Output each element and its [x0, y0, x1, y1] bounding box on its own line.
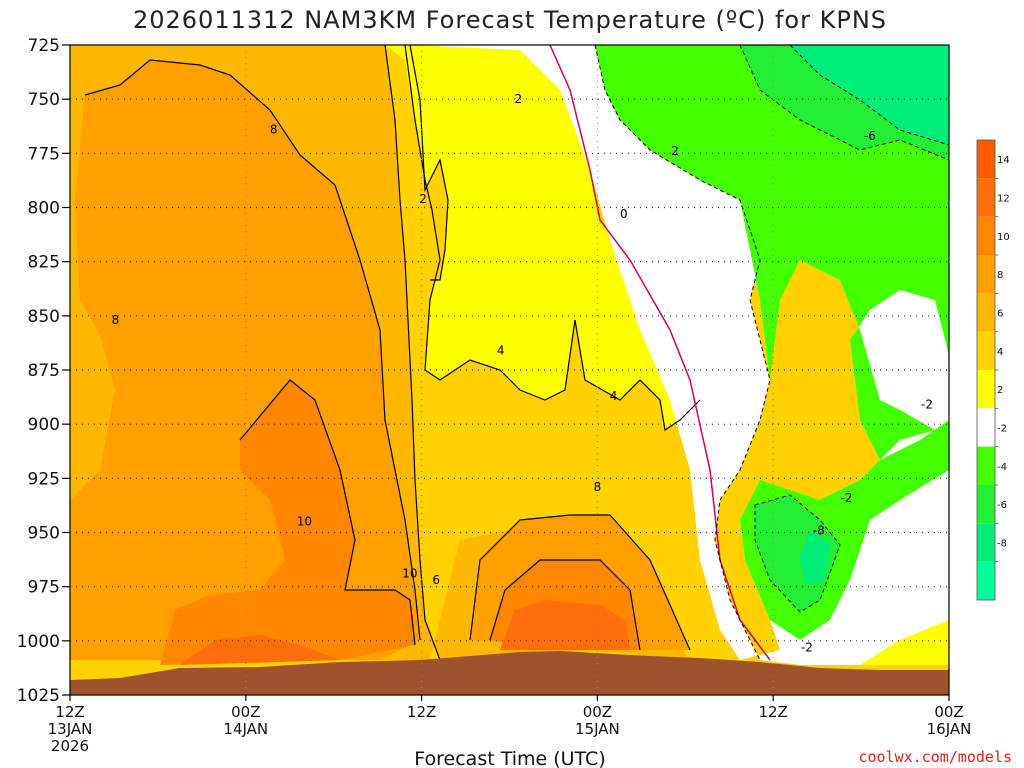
contour-label: 2 [514, 92, 522, 106]
y-tick-label: 775 [28, 144, 60, 164]
y-tick-label: 725 [28, 36, 60, 56]
contour-label: -8 [813, 523, 825, 537]
colorbar-swatch [977, 446, 995, 485]
contour-label: -2 [921, 398, 933, 412]
y-tick-label: 875 [28, 361, 60, 381]
contour-label: 10 [297, 515, 312, 529]
y-tick-label: 950 [28, 524, 60, 544]
colorbar-swatch [977, 561, 995, 600]
x-tick-label: 2026 [51, 737, 89, 755]
temp-band-4-6-b [425, 160, 448, 280]
contour-2 [409, 45, 449, 281]
colorbar-swatch [977, 485, 995, 524]
colorbar-label: -4 [997, 462, 1007, 473]
temp-band-2-4 [385, 45, 700, 430]
y-tick-label: 925 [28, 469, 60, 489]
x-tick-label: 16JAN [927, 720, 972, 738]
y-tick-label: 850 [28, 307, 60, 327]
contour-neg2-island [754, 494, 841, 613]
contour-label: 8 [594, 480, 602, 494]
colorbar-label: 14 [997, 155, 1010, 166]
contour-8 [84, 59, 421, 641]
colorbar-label: 6 [997, 309, 1003, 320]
x-tick-label: 12Z [55, 703, 84, 721]
contour-label: 6 [432, 573, 440, 587]
colorbar-label: -8 [997, 539, 1007, 550]
gridlines [70, 45, 949, 695]
negative-contours [594, 45, 949, 661]
contour-label: 10 [402, 567, 417, 581]
colorbar-swatch [977, 216, 995, 255]
y-tick-label: 1000 [17, 632, 60, 652]
contour-label: -2 [801, 640, 813, 654]
temp-band-12-14 [180, 635, 340, 665]
y-axis: 725 750 775 800 825 850 875 900 925 950 975 1000 102… [17, 36, 70, 706]
x-tick-label: 12Z [407, 703, 436, 721]
chart-title: 2026011312 NAM3KM Forecast Temperature (… [133, 6, 887, 34]
x-tick-label: 12Z [759, 703, 788, 721]
colorbar-label: 8 [997, 270, 1003, 281]
colorbar-label: -2 [997, 424, 1007, 435]
contour-10-b [489, 559, 641, 651]
contour-neg6 [789, 45, 949, 146]
colorbar: 14 12 10 8 6 4 2 -2 -4 -6 -8 [976, 139, 1010, 601]
temp-band-10-12 [160, 380, 415, 665]
colorbar-label: 10 [997, 232, 1010, 243]
colorbar-swatch [977, 140, 995, 179]
y-tick-label: 750 [28, 90, 60, 110]
temp-band-12-14-b [500, 600, 630, 650]
contour-label: 4 [610, 389, 618, 403]
contour-labels: 8 8 2 2 2 0 -6 4 4 -2 10 8 10 6 -2 -8 -2 [112, 92, 933, 654]
x-tick-label: 15JAN [575, 720, 620, 738]
ground-terrain [70, 651, 949, 695]
temp-band-neg4-neg2 [595, 45, 949, 640]
y-tick-label: 975 [28, 578, 60, 598]
temp-band-neg8-neg6-b [800, 530, 830, 585]
contour-8-b [469, 514, 691, 651]
colorbar-swatch [977, 293, 995, 332]
y-tick-label: 900 [28, 415, 60, 435]
credit-text: coolwx.com/models [858, 748, 1012, 766]
x-tick-label: 14JAN [223, 720, 268, 738]
x-tick-label: 00Z [231, 703, 260, 721]
contour-10 [239, 379, 416, 646]
colorbar-swatch [977, 370, 995, 409]
colorbar-label: 2 [997, 385, 1003, 396]
x-axis-label: Forecast Time (UTC) [414, 748, 605, 768]
temp-band-neg6-neg4-b [755, 495, 840, 612]
contour-label: 8 [270, 123, 278, 137]
contour-label: -2 [840, 491, 852, 505]
contour-label: 0 [620, 207, 628, 221]
y-tick-label: 1025 [17, 686, 60, 706]
temp-band-neg8-neg6 [790, 45, 949, 145]
colorbar-swatch [977, 523, 995, 562]
plot-area [70, 45, 949, 695]
colorbar-label: 4 [997, 347, 1003, 358]
colorbar-swatch [977, 178, 995, 217]
x-tick-label: 13JAN [48, 720, 93, 738]
contour-0 [549, 45, 771, 661]
contour-neg2 [594, 45, 771, 661]
contour-label: 4 [497, 344, 505, 358]
freezing-line [549, 45, 771, 661]
contour-label: -6 [864, 129, 876, 143]
x-tick-label: 00Z [583, 703, 612, 721]
x-tick-label: 00Z [934, 703, 963, 721]
colorbar-swatch [977, 255, 995, 294]
colorbar-swatch [977, 408, 995, 447]
contour-6 [384, 45, 441, 661]
colorbar-label: 12 [997, 194, 1010, 205]
y-tick-label: 800 [28, 199, 60, 219]
contour-label: 2 [419, 192, 427, 206]
contour-4 [404, 45, 701, 432]
contour-label: 8 [112, 313, 120, 327]
colorbar-label: -6 [997, 500, 1007, 511]
contour-label: 2 [671, 144, 679, 158]
contour-lines [84, 45, 701, 661]
y-tick-label: 825 [28, 253, 60, 273]
colorbar-swatch [977, 331, 995, 370]
